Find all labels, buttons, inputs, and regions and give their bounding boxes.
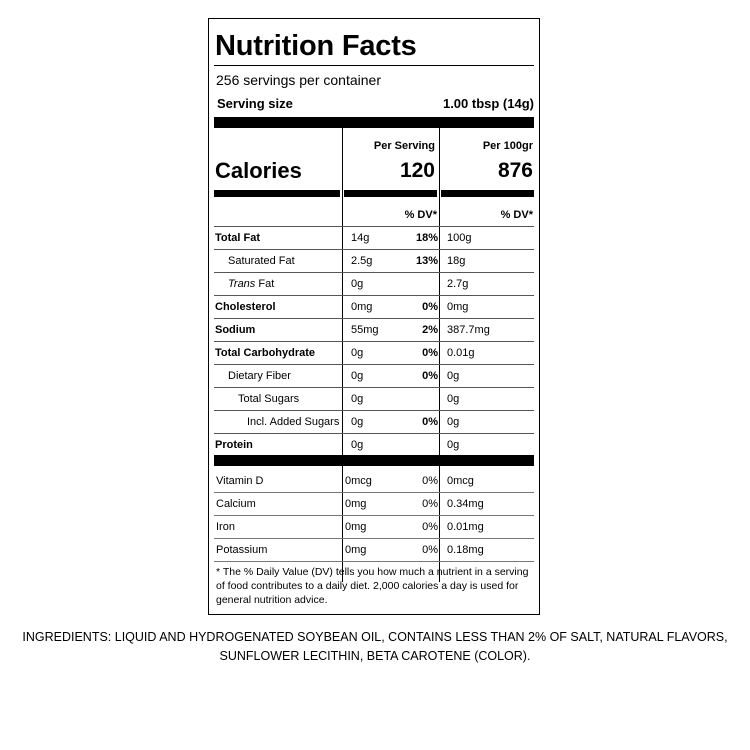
vitamin-name: Vitamin D bbox=[216, 475, 264, 487]
vitamin-name: Iron bbox=[216, 521, 235, 533]
serving-size-label: Serving size bbox=[217, 96, 293, 111]
calories-bar-right bbox=[441, 190, 534, 197]
column-divider-2 bbox=[439, 128, 440, 582]
nutrient-row: Total Carbohydrate 0g 0% 0.01g bbox=[214, 341, 534, 364]
nutrient-row: Sodium 55mg 2% 387.7mg bbox=[214, 318, 534, 341]
calories-bar-left bbox=[214, 190, 340, 197]
nutrient-name: Total Sugars bbox=[238, 393, 300, 405]
nutrient-row: Trans Fat 0g 2.7g bbox=[214, 272, 534, 295]
nutrient-dv: 13% bbox=[415, 255, 438, 267]
nutrient-dv: 2% bbox=[422, 324, 438, 336]
footnote: * The % Daily Value (DV) tells you how m… bbox=[216, 566, 529, 606]
vitamin-amount: 0mg bbox=[345, 544, 367, 556]
nutrient-amount: 0g bbox=[351, 347, 364, 359]
nutrient-per-100g: 2.7g bbox=[447, 278, 469, 290]
nutrient-amount: 0g bbox=[351, 393, 364, 405]
thick-divider-vitamins bbox=[214, 455, 534, 466]
vitamin-amount: 0mcg bbox=[345, 475, 372, 487]
vitamin-amount: 0mg bbox=[345, 521, 367, 533]
nutrient-per-100g: 0g bbox=[447, 416, 460, 428]
nutrient-row: Total Fat 14g 18% 100g bbox=[214, 226, 534, 249]
nutrient-per-100g: 0.01g bbox=[447, 347, 475, 359]
nutrient-name: Dietary Fiber bbox=[228, 370, 291, 382]
vitamin-amount: 0mg bbox=[345, 498, 367, 510]
nutrient-per-100g: 0g bbox=[447, 439, 460, 451]
vitamin-dv: 0% bbox=[422, 475, 438, 487]
vitamin-per-100g: 0.34mg bbox=[447, 498, 484, 510]
nutrient-dv: 18% bbox=[415, 232, 438, 244]
nutrient-amount: 14g bbox=[351, 232, 370, 244]
nutrient-name: Cholesterol bbox=[215, 301, 276, 313]
nutrient-per-100g: 0mg bbox=[447, 301, 469, 313]
thick-divider bbox=[214, 117, 534, 128]
nutrient-name: Trans Fat bbox=[228, 278, 275, 290]
nutrient-name: Total Fat bbox=[215, 232, 261, 244]
nutrient-name: Sodium bbox=[215, 324, 256, 336]
nutrient-per-100g: 18g bbox=[447, 255, 466, 267]
nutrient-amount: 55mg bbox=[351, 324, 379, 336]
vitamin-name: Potassium bbox=[216, 544, 268, 556]
nutrient-amount: 2.5g bbox=[351, 255, 373, 267]
divider bbox=[214, 65, 534, 66]
nutrient-dv: 0% bbox=[422, 347, 438, 359]
serving-size-value: 1.00 tbsp (14g) bbox=[442, 96, 534, 111]
vitamin-row: Iron 0mg 0% 0.01mg bbox=[214, 516, 534, 539]
nutrient-amount: 0g bbox=[351, 370, 364, 382]
vitamin-name: Calcium bbox=[216, 498, 256, 510]
calories-bar-mid bbox=[344, 190, 437, 197]
nutrient-row: Incl. Added Sugars 0g 0% 0g bbox=[214, 410, 534, 433]
vitamin-dv: 0% bbox=[422, 544, 438, 556]
nutrient-name: Incl. Added Sugars bbox=[247, 416, 340, 428]
nutrient-row: Dietary Fiber 0g 0% 0g bbox=[214, 364, 534, 387]
label-title: Nutrition Facts bbox=[215, 30, 417, 62]
vitamin-row: Potassium 0mg 0% 0.18mg bbox=[214, 539, 534, 562]
nutrition-facts-label: Nutrition Facts 256 servings per contain… bbox=[208, 18, 540, 615]
nutrient-amount: 0mg bbox=[351, 301, 373, 313]
vitamin-per-100g: 0mcg bbox=[447, 475, 474, 487]
nutrient-per-100g: 387.7mg bbox=[447, 324, 490, 336]
vitamin-row: Calcium 0mg 0% 0.34mg bbox=[214, 493, 534, 516]
nutrient-row: Total Sugars 0g 0g bbox=[214, 387, 534, 410]
nutrient-per-100g: 0g bbox=[447, 393, 460, 405]
calories-per-serving: 120 bbox=[399, 159, 435, 182]
nutrient-per-100g: 100g bbox=[447, 232, 472, 244]
vitamin-row: Vitamin D 0mcg 0% 0mcg bbox=[214, 470, 534, 493]
servings-per-container: 256 servings per container bbox=[216, 72, 381, 88]
nutrient-name: Saturated Fat bbox=[228, 255, 295, 267]
nutrient-row: Cholesterol 0mg 0% 0mg bbox=[214, 295, 534, 318]
nutrient-amount: 0g bbox=[351, 439, 364, 451]
per-100g-header: Per 100gr bbox=[482, 140, 533, 152]
column-divider-1 bbox=[342, 128, 343, 582]
nutrient-name: Total Carbohydrate bbox=[215, 347, 316, 359]
vitamin-per-100g: 0.18mg bbox=[447, 544, 484, 556]
nutrient-per-100g: 0g bbox=[447, 370, 460, 382]
nutrient-dv: 0% bbox=[422, 370, 438, 382]
dv-header-serving: % DV* bbox=[404, 209, 437, 221]
nutrient-amount: 0g bbox=[351, 278, 364, 290]
dv-header-100g: % DV* bbox=[500, 209, 533, 221]
nutrient-dv: 0% bbox=[422, 301, 438, 313]
nutrient-dv: 0% bbox=[422, 416, 438, 428]
nutrient-amount: 0g bbox=[351, 416, 364, 428]
calories-label: Calories bbox=[215, 158, 302, 183]
vitamin-dv: 0% bbox=[422, 521, 438, 533]
ingredients-statement: INGREDIENTS: LIQUID AND HYDROGENATED SOY… bbox=[22, 630, 728, 663]
vitamin-dv: 0% bbox=[422, 498, 438, 510]
nutrient-row: Saturated Fat 2.5g 13% 18g bbox=[214, 249, 534, 272]
nutrient-row: Protein 0g 0g bbox=[214, 433, 534, 456]
nutrient-name: Protein bbox=[215, 439, 253, 451]
vitamin-per-100g: 0.01mg bbox=[447, 521, 484, 533]
calories-per-100g: 876 bbox=[497, 159, 533, 182]
per-serving-header: Per Serving bbox=[373, 140, 435, 152]
